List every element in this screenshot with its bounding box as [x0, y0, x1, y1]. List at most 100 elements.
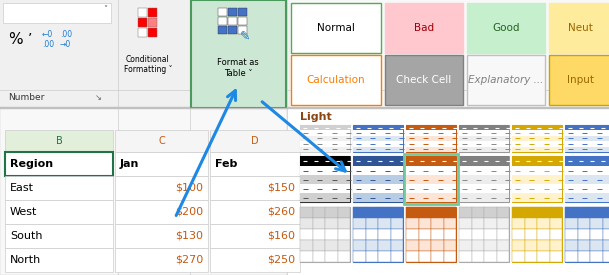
Bar	[300, 175, 350, 184]
Bar	[459, 130, 509, 136]
Bar	[471, 207, 484, 218]
Bar	[418, 229, 431, 240]
Bar	[512, 240, 524, 251]
Bar	[312, 229, 325, 240]
Bar	[353, 175, 403, 184]
Bar	[512, 207, 524, 218]
Bar	[565, 184, 609, 193]
Bar	[590, 251, 602, 262]
Bar	[353, 193, 403, 202]
Bar	[353, 147, 403, 152]
Bar	[602, 229, 609, 240]
Bar	[565, 147, 609, 152]
Bar	[512, 251, 524, 262]
Bar	[210, 224, 300, 248]
Text: Table ˅: Table ˅	[224, 69, 252, 78]
Bar	[353, 156, 403, 166]
Bar	[471, 240, 484, 251]
Bar	[549, 229, 562, 240]
Bar	[406, 218, 418, 229]
Bar	[565, 175, 609, 184]
Bar	[0, 108, 287, 275]
Bar	[512, 125, 562, 130]
Bar	[287, 108, 609, 275]
Bar	[577, 218, 590, 229]
Bar	[496, 218, 509, 229]
Bar	[353, 207, 365, 218]
Bar	[365, 229, 378, 240]
Bar	[353, 218, 365, 229]
Bar	[238, 17, 247, 25]
Bar	[238, 26, 247, 34]
Bar	[565, 130, 609, 136]
Text: Jan: Jan	[120, 159, 139, 169]
Bar	[565, 125, 609, 130]
Bar	[602, 207, 609, 218]
Text: ˅: ˅	[103, 5, 107, 14]
Text: %: %	[8, 32, 23, 47]
Bar	[577, 207, 590, 218]
Bar	[390, 218, 403, 229]
Bar	[406, 166, 456, 175]
Bar	[337, 218, 350, 229]
Bar	[290, 0, 609, 108]
Bar	[353, 251, 365, 262]
Bar	[471, 251, 484, 262]
Text: Good: Good	[492, 23, 519, 33]
Bar	[353, 229, 365, 240]
Bar	[312, 218, 325, 229]
Bar	[549, 55, 609, 105]
Bar	[418, 251, 431, 262]
Text: $100: $100	[175, 183, 203, 193]
Bar	[602, 218, 609, 229]
Bar	[148, 18, 157, 27]
Bar	[459, 207, 509, 262]
Bar	[459, 156, 509, 202]
Bar	[312, 251, 325, 262]
Bar	[537, 207, 549, 218]
Bar	[431, 218, 443, 229]
Bar	[496, 207, 509, 218]
Bar	[353, 156, 403, 202]
Bar	[459, 229, 471, 240]
Bar	[115, 248, 208, 272]
Bar	[300, 147, 350, 152]
Bar	[459, 156, 509, 166]
Bar	[512, 193, 562, 202]
Bar	[5, 176, 113, 200]
Bar	[325, 240, 337, 251]
Bar	[467, 3, 545, 53]
Bar	[431, 240, 443, 251]
Bar	[378, 240, 390, 251]
Bar	[565, 166, 609, 175]
Bar	[590, 240, 602, 251]
Bar	[390, 229, 403, 240]
Bar	[512, 156, 562, 202]
Bar	[467, 55, 545, 105]
Bar	[365, 240, 378, 251]
Bar	[115, 152, 208, 176]
Text: $260: $260	[267, 207, 295, 217]
Bar	[210, 176, 300, 200]
Bar	[565, 207, 609, 262]
Bar	[512, 166, 562, 175]
Bar	[512, 207, 562, 262]
Text: $160: $160	[267, 231, 295, 241]
Text: Normal: Normal	[317, 23, 355, 33]
Bar	[378, 207, 390, 218]
Bar	[565, 193, 609, 202]
Bar	[406, 136, 456, 141]
Bar	[365, 218, 378, 229]
Bar	[300, 130, 350, 136]
Bar	[337, 240, 350, 251]
Bar	[565, 218, 577, 229]
Bar	[300, 166, 350, 175]
Bar	[459, 125, 509, 130]
Bar	[300, 125, 350, 130]
Bar	[537, 229, 549, 240]
Bar	[404, 154, 458, 204]
Bar	[218, 26, 227, 34]
Text: ٬: ٬	[28, 32, 32, 46]
Bar	[300, 193, 350, 202]
Bar	[300, 207, 312, 218]
